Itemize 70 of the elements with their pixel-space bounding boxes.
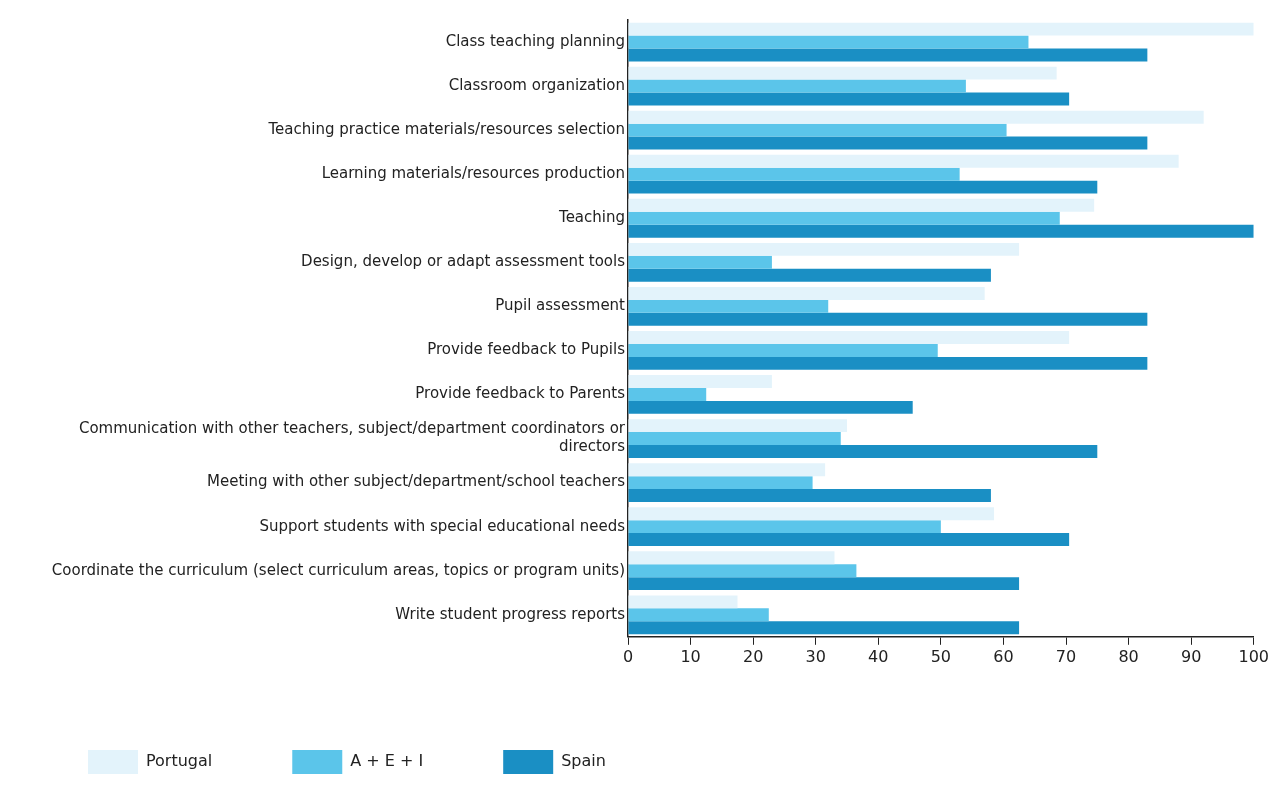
bar xyxy=(628,286,985,300)
bar xyxy=(628,180,1098,194)
bar xyxy=(628,445,1098,458)
x-tick-label: 60 xyxy=(993,646,1014,666)
y-tick-label: Provide feedback to Pupils xyxy=(427,340,626,359)
bar xyxy=(628,331,1070,344)
bar xyxy=(628,92,1070,106)
bar xyxy=(628,211,1060,225)
x-tick-label: 50 xyxy=(930,646,952,666)
bar xyxy=(628,79,966,93)
bar xyxy=(628,533,1070,547)
x-tick-label: 30 xyxy=(805,646,826,666)
y-tick-label: Write student progress reports xyxy=(395,604,626,623)
x-tick-label: 10 xyxy=(680,646,701,666)
legend-label: Spain xyxy=(561,751,606,771)
x-tick-label: 70 xyxy=(1055,646,1077,666)
bar xyxy=(628,48,1148,62)
bar xyxy=(628,577,1020,591)
bar xyxy=(628,268,991,282)
bar xyxy=(628,520,941,534)
bar xyxy=(628,400,913,414)
bar xyxy=(628,551,835,565)
x-tick-label: 90 xyxy=(1180,646,1202,666)
bar xyxy=(628,255,772,269)
bar xyxy=(628,432,841,446)
bar xyxy=(628,476,813,490)
bar xyxy=(628,167,960,181)
y-tick-label: Meeting with other subject/department/school teachers xyxy=(207,472,626,491)
bar xyxy=(628,621,1020,635)
bar xyxy=(628,564,857,578)
y-tick-label: Class teaching planning xyxy=(445,31,625,50)
bar xyxy=(628,356,1148,370)
y-tick-label: Teaching xyxy=(558,208,625,227)
bar xyxy=(628,35,1029,49)
x-tick-label: 100 xyxy=(1238,646,1269,666)
x-tick-label: 40 xyxy=(868,646,889,666)
bar xyxy=(628,608,769,622)
legend-label: Portugal xyxy=(146,751,213,771)
y-tick-label: Pupil assessment xyxy=(495,296,626,315)
bar xyxy=(628,198,1095,212)
bar xyxy=(628,375,772,389)
bar xyxy=(628,419,848,433)
y-tick-label: Communication with other teachers, subject/department coordinators or directors xyxy=(78,419,626,456)
y-tick-label: Classroom organization xyxy=(448,75,625,94)
bar xyxy=(628,224,1254,238)
bar xyxy=(628,136,1148,150)
bar xyxy=(628,66,1057,80)
x-tick-label: 80 xyxy=(1118,646,1139,666)
legend-label: A + E + I xyxy=(350,751,424,771)
x-tick-label: 0 xyxy=(622,646,634,666)
x-tick-label: 20 xyxy=(742,646,764,666)
bar xyxy=(628,595,738,609)
bar xyxy=(628,463,826,477)
y-tick-label: Coordinate the curriculum (select curriculum areas, topics or program units) xyxy=(51,560,625,579)
bar xyxy=(628,299,829,313)
y-tick-label: Teaching practice materials/resources selection xyxy=(267,120,625,139)
bar xyxy=(628,123,1007,137)
bar xyxy=(628,343,938,357)
bar xyxy=(628,388,707,401)
y-tick-label: Support students with special educational needs xyxy=(259,516,626,535)
y-tick-label: Design, develop or adapt assessment tools xyxy=(301,252,626,271)
bar xyxy=(628,242,1020,256)
y-tick-label: Provide feedback to Parents xyxy=(415,384,626,403)
bar xyxy=(628,489,991,502)
bar xyxy=(628,312,1148,326)
bar xyxy=(628,507,995,521)
bar xyxy=(628,22,1254,36)
bar xyxy=(628,110,1204,124)
y-tick-label: Learning materials/resources production xyxy=(321,164,625,183)
bar xyxy=(628,154,1179,168)
